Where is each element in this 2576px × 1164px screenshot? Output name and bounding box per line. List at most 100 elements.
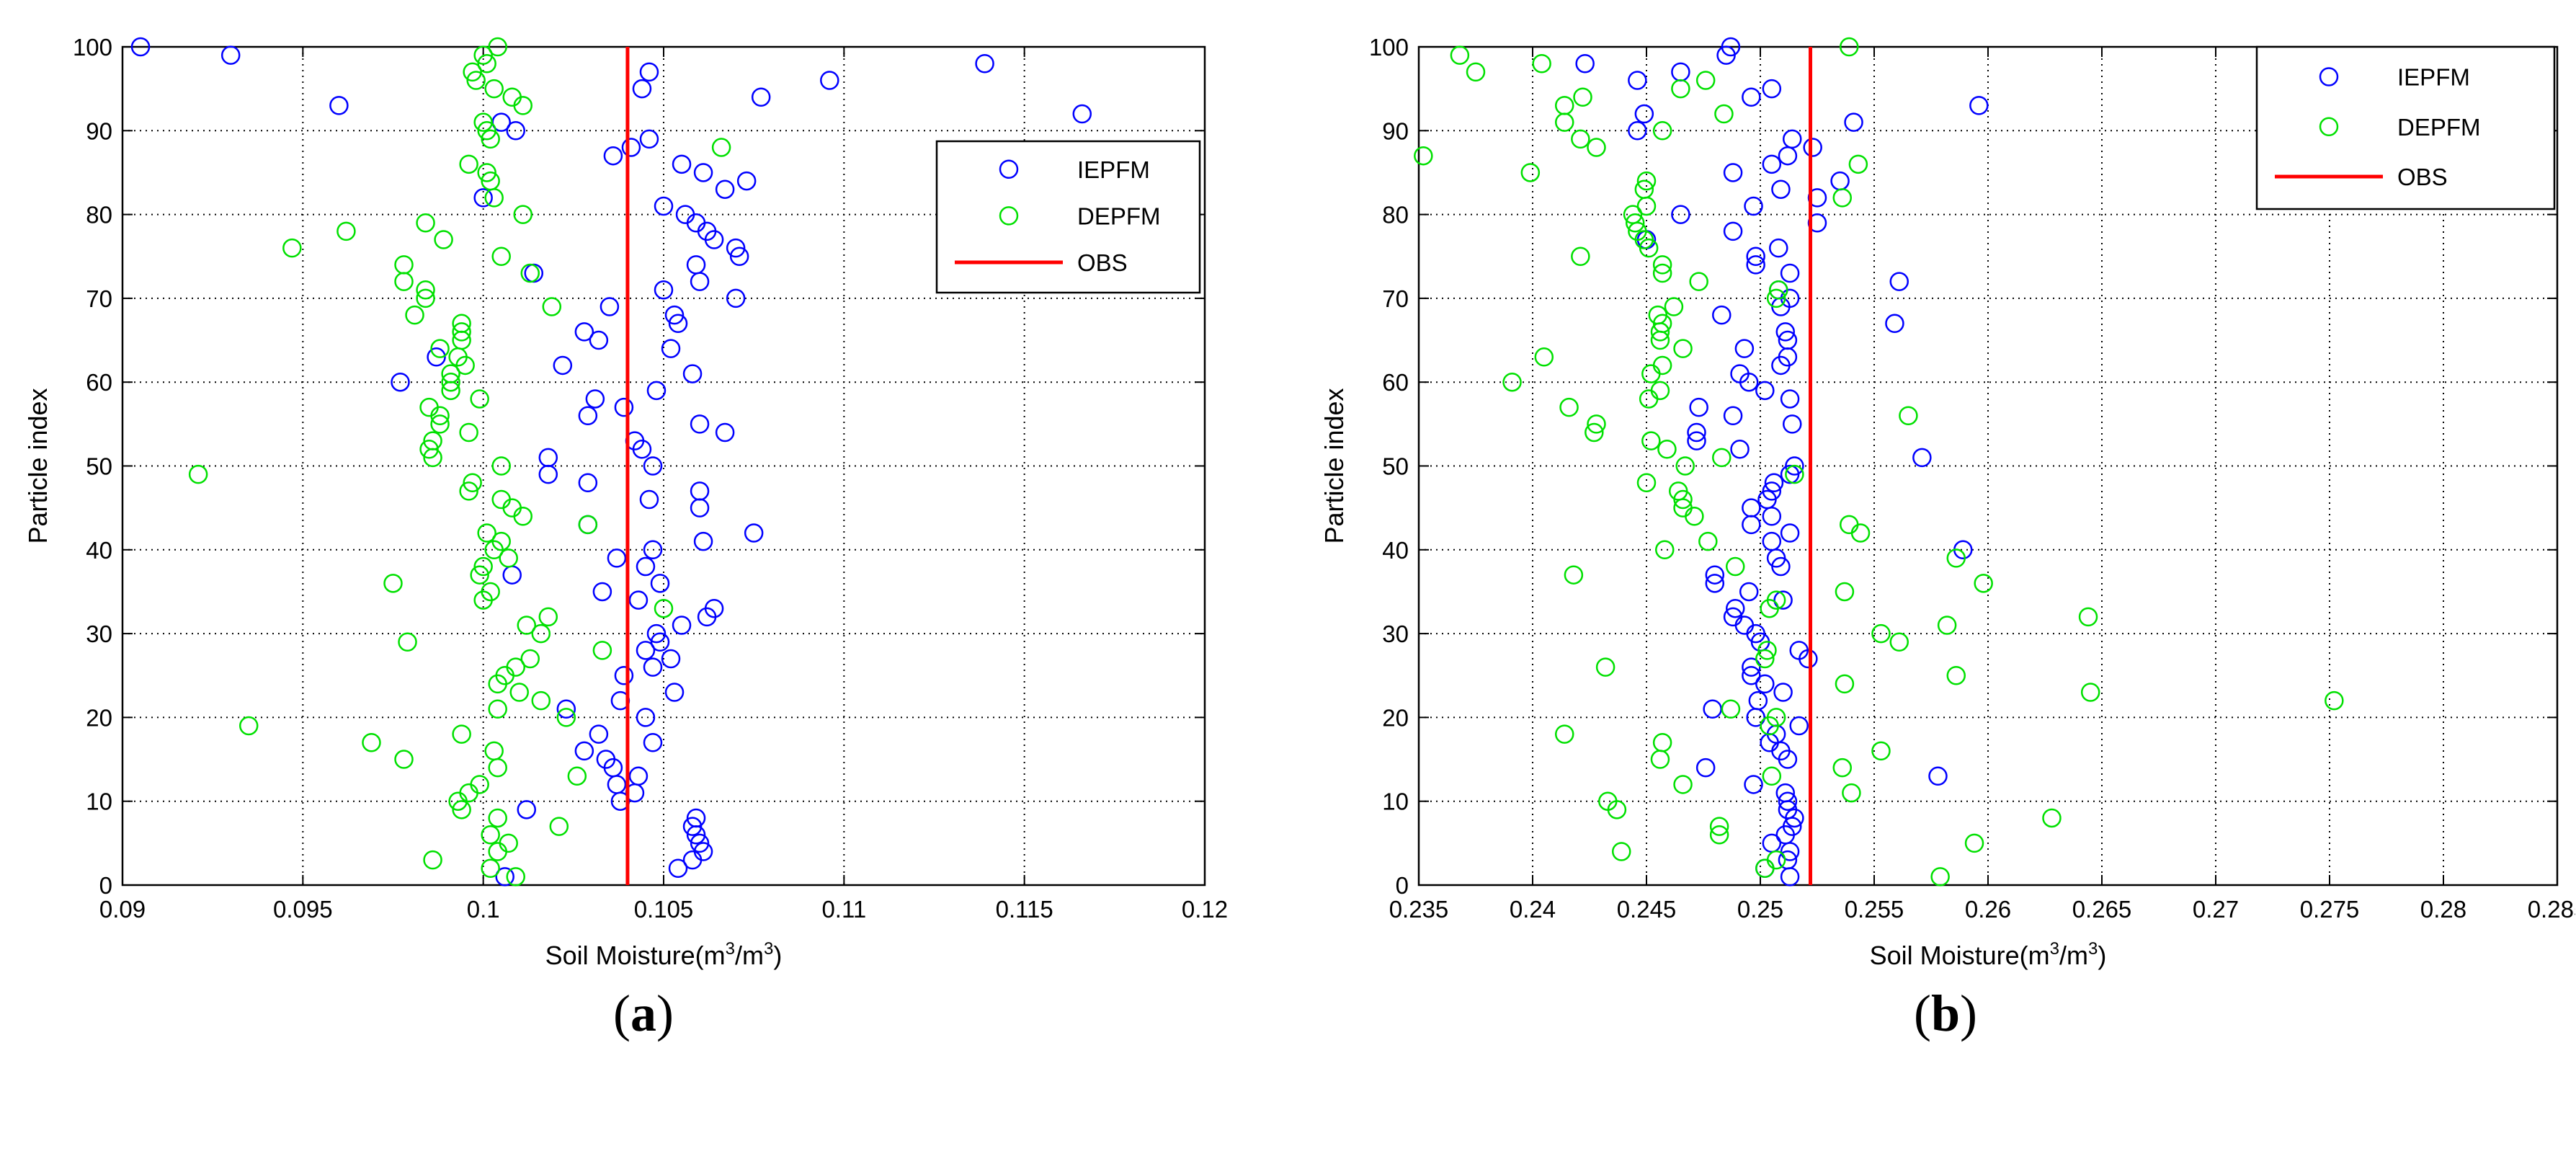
- depfm-point: [362, 733, 381, 752]
- depfm-point: [1762, 766, 1782, 786]
- depfm-point: [452, 800, 471, 819]
- iepfm-point: [643, 456, 663, 476]
- depfm-point: [1585, 422, 1604, 443]
- iepfm-point: [130, 37, 151, 57]
- iepfm-point: [220, 45, 241, 65]
- iepfm-point: [1755, 381, 1775, 401]
- depfm-point: [1657, 439, 1677, 459]
- iepfm-point: [1628, 121, 1647, 141]
- depfm-point: [1930, 867, 1950, 887]
- depfm-point: [1769, 280, 1788, 300]
- legend-depfm-marker: [2319, 117, 2339, 137]
- depfm-point: [1650, 381, 1670, 401]
- panel-a-caption: (a): [613, 985, 674, 1042]
- depfm-point: [1623, 205, 1643, 224]
- iepfm-point: [636, 708, 656, 727]
- depfm-point: [491, 531, 511, 551]
- iepfm-point: [1734, 339, 1755, 358]
- depfm-point: [592, 641, 612, 660]
- depfm-point: [1652, 121, 1672, 141]
- depfm-point: [459, 154, 478, 174]
- y-tick-label: 70: [1382, 285, 1409, 312]
- iepfm-point: [1885, 314, 1904, 334]
- iepfm-point: [1628, 71, 1647, 90]
- iepfm-point: [820, 71, 839, 90]
- x-axis-label-part: /m: [735, 941, 764, 970]
- iepfm-point: [636, 641, 656, 660]
- iepfm-point: [506, 121, 525, 141]
- iepfm-point: [1780, 523, 1800, 543]
- iepfm-point: [1687, 431, 1706, 450]
- y-axis-label: Particle index: [23, 388, 53, 543]
- iepfm-point: [744, 523, 764, 543]
- iepfm-point: [654, 280, 674, 300]
- iepfm-point: [614, 397, 634, 417]
- iepfm-point: [1803, 138, 1822, 157]
- depfm-point: [711, 138, 731, 157]
- depfm-point: [1721, 699, 1741, 719]
- depfm-point: [1785, 464, 1804, 484]
- iepfm-point: [578, 473, 598, 493]
- iepfm-point: [693, 842, 713, 861]
- iepfm-point: [686, 255, 706, 275]
- depfm-point: [1554, 96, 1574, 115]
- depfm-point: [1835, 674, 1855, 694]
- depfm-point: [567, 766, 587, 786]
- iepfm-point: [1725, 598, 1745, 618]
- iepfm-point: [600, 297, 620, 316]
- iepfm-point: [639, 62, 659, 82]
- depfm-point: [1871, 623, 1891, 644]
- depfm-point: [2042, 808, 2062, 828]
- x-tick-label: 0.12: [1182, 896, 1228, 923]
- depfm-point: [1673, 775, 1693, 794]
- depfm-point: [1595, 657, 1615, 677]
- depfm-point: [473, 45, 493, 65]
- iepfm-point: [1705, 565, 1725, 585]
- depfm-point: [405, 305, 424, 325]
- y-tick-label: 60: [86, 369, 112, 396]
- depfm-point: [549, 817, 569, 836]
- depfm-point: [1611, 842, 1631, 861]
- depfm-point: [416, 280, 435, 300]
- y-tick-label: 10: [1382, 788, 1409, 815]
- iepfm-point: [693, 531, 713, 551]
- depfm-point: [1842, 783, 1861, 803]
- depfm-point: [477, 163, 496, 182]
- x-tick-label: 0.11: [821, 896, 866, 923]
- depfm-point: [1757, 641, 1777, 660]
- depfm-point: [1571, 246, 1590, 266]
- legend-iepfm-marker: [999, 159, 1019, 179]
- depfm-point: [1668, 481, 1688, 501]
- depfm-point: [1532, 54, 1551, 74]
- depfm-point: [477, 121, 496, 141]
- depfm-point: [463, 62, 482, 82]
- x-tick-label: 0.115: [996, 896, 1053, 923]
- depfm-point: [2325, 690, 2344, 711]
- iepfm-point: [1730, 439, 1750, 459]
- x-tick-label: 0.245: [1617, 896, 1677, 923]
- depfm-point: [1625, 213, 1645, 233]
- iepfm-point: [682, 817, 703, 836]
- depfm-point: [1554, 724, 1574, 744]
- iepfm-point: [1744, 196, 1763, 216]
- iepfm-point: [726, 238, 746, 258]
- iepfm-point: [668, 314, 688, 334]
- iepfm-point: [1762, 481, 1782, 501]
- depfm-point: [477, 523, 496, 543]
- iepfm-point: [1782, 129, 1802, 149]
- depfm-point: [481, 825, 500, 845]
- iepfm-point: [1748, 690, 1768, 711]
- depfm-point: [239, 716, 259, 736]
- iepfm-point: [427, 347, 446, 367]
- depfm-point: [520, 263, 540, 283]
- iepfm-point: [517, 800, 536, 819]
- iepfm-point: [1746, 246, 1765, 266]
- y-tick-label: 0: [1396, 872, 1409, 899]
- depfm-point: [499, 833, 518, 853]
- iepfm-point: [603, 146, 623, 166]
- iepfm-point: [1723, 221, 1743, 241]
- depfm-point: [441, 364, 460, 383]
- iepfm-point: [1762, 531, 1782, 551]
- iepfm-point: [1775, 322, 1796, 342]
- depfm-point: [398, 632, 417, 652]
